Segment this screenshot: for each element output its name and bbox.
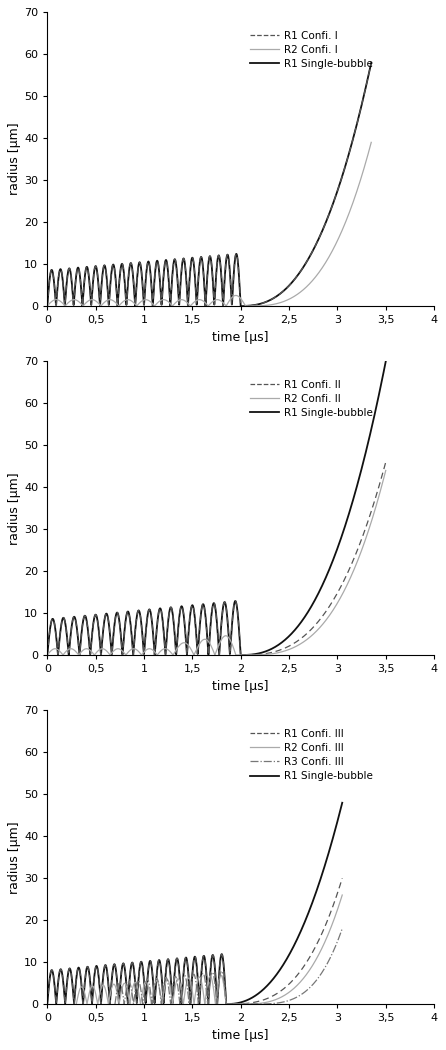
R3 Confi. III [115,981,120,993]
R1 Single-bubble [339,797,345,810]
R1 Single-bubble [153,989,158,1002]
X-axis label: time [μs]: time [μs] [212,1029,269,1042]
R2 Confi. II [306,632,311,645]
R2 Confi. II [172,647,177,659]
Line: R1 Single-bubble: R1 Single-bubble [47,63,371,306]
R1 Confi. III [153,989,158,1002]
R3 Confi. III [316,971,321,984]
X-axis label: time [μs]: time [μs] [212,679,269,693]
R2 Confi. III [164,973,169,986]
R1 Confi. III [45,998,50,1010]
R3 Confi. III [339,922,345,934]
R1 Confi. II [161,628,166,640]
Y-axis label: radius [μm]: radius [μm] [8,471,21,545]
R1 Single-bubble [87,973,93,986]
R1 Confi. III [310,946,315,959]
R2 Confi. II [273,647,278,659]
Line: R1 Confi. II: R1 Confi. II [47,462,386,655]
R1 Confi. I [177,298,182,311]
R1 Single-bubble [161,266,166,278]
R3 Confi. III [112,998,118,1010]
Legend: R1 Confi. III, R2 Confi. III, R3 Confi. III, R1 Single-bubble: R1 Confi. III, R2 Confi. III, R3 Confi. … [246,724,377,785]
R2 Confi. I [45,299,50,312]
R1 Single-bubble [167,958,172,970]
R2 Confi. II [77,648,82,660]
R2 Confi. III [74,998,79,1010]
R1 Confi. III [339,872,345,884]
Line: R2 Confi. III: R2 Confi. III [76,895,342,1004]
R2 Confi. III [109,981,115,993]
R2 Confi. II [183,636,188,649]
R1 Confi. III [167,958,172,970]
R2 Confi. I [290,291,295,303]
R1 Confi. II [383,456,388,468]
R2 Confi. II [383,464,388,477]
R2 Confi. I [217,294,222,307]
R1 Single-bubble [50,613,55,626]
R1 Single-bubble [383,355,388,368]
R1 Confi. III [209,952,215,965]
Legend: R1 Confi. I, R2 Confi. I, R1 Single-bubble: R1 Confi. I, R2 Confi. I, R1 Single-bubb… [246,26,377,74]
R1 Confi. I [50,264,55,276]
R1 Confi. I [161,266,166,278]
R1 Confi. III [49,964,54,977]
Line: R1 Single-bubble: R1 Single-bubble [47,803,342,1004]
X-axis label: time [μs]: time [μs] [212,331,269,343]
R1 Single-bubble [45,998,50,1010]
Line: R2 Confi. I: R2 Confi. I [47,143,371,306]
Line: R2 Confi. II: R2 Confi. II [47,470,386,655]
R3 Confi. III [215,994,220,1007]
R2 Confi. I [368,136,374,149]
Line: R1 Confi. I: R1 Confi. I [47,63,371,306]
R1 Confi. I [91,272,96,285]
R3 Confi. III [139,988,144,1001]
R1 Single-bubble [177,298,182,311]
R1 Single-bubble [335,185,340,197]
R1 Single-bubble [91,616,96,629]
R2 Confi. III [314,953,319,966]
Line: R1 Confi. III: R1 Confi. III [47,878,342,1004]
R2 Confi. III [77,983,83,995]
Line: R3 Confi. III: R3 Confi. III [115,928,342,1004]
Legend: R1 Confi. II, R2 Confi. II, R1 Single-bubble: R1 Confi. II, R2 Confi. II, R1 Single-bu… [246,376,377,422]
R2 Confi. II [45,649,50,662]
R1 Single-bubble [177,611,182,624]
R1 Confi. III [87,973,93,986]
R1 Single-bubble [368,57,374,69]
R1 Single-bubble [310,897,315,909]
R2 Confi. III [211,986,217,999]
R2 Confi. I [301,282,307,295]
R1 Confi. II [91,616,96,629]
R1 Confi. II [223,596,228,609]
R1 Single-bubble [45,299,50,312]
R1 Confi. I [368,57,374,69]
R1 Confi. II [346,565,351,578]
R1 Single-bubble [223,596,228,609]
R1 Confi. II [50,613,55,626]
R2 Confi. I [149,297,155,310]
R1 Single-bubble [209,952,215,965]
R1 Single-bubble [161,628,166,640]
Y-axis label: radius [μm]: radius [μm] [8,123,21,195]
R1 Confi. I [223,267,228,279]
R1 Single-bubble [223,267,228,279]
R2 Confi. I [331,242,337,254]
R1 Single-bubble [346,509,351,522]
R2 Confi. I [89,293,94,306]
R1 Single-bubble [49,964,54,977]
R2 Confi. II [312,627,318,639]
Line: R1 Single-bubble: R1 Single-bubble [47,361,386,655]
R3 Confi. III [188,982,194,994]
R2 Confi. III [339,888,345,901]
R1 Single-bubble [45,649,50,662]
R1 Confi. I [335,185,340,197]
R1 Single-bubble [50,264,55,276]
R3 Confi. III [179,979,185,991]
Y-axis label: radius [μm]: radius [μm] [8,821,21,894]
R1 Confi. II [177,611,182,624]
R2 Confi. III [176,972,181,985]
R1 Single-bubble [91,272,96,285]
R1 Confi. II [45,649,50,662]
R1 Confi. I [45,299,50,312]
